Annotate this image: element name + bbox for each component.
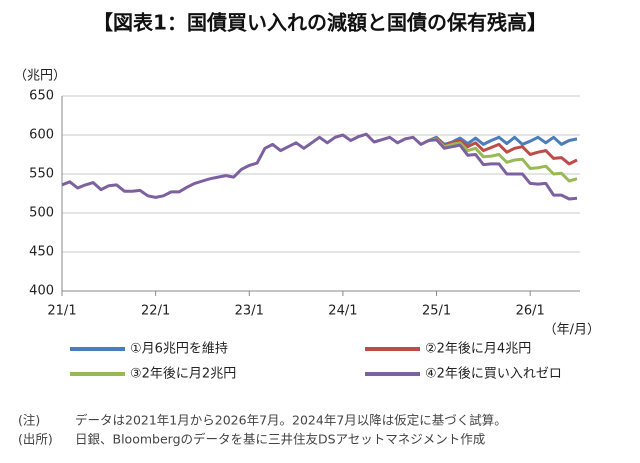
legend-label: ④2年後に買い入れゼロ <box>425 367 562 382</box>
series-line <box>428 136 578 166</box>
x-tick-label: 25/1 <box>422 304 451 319</box>
x-tick-label: 24/1 <box>328 304 357 319</box>
x-unit: （年/月） <box>544 323 600 338</box>
note-label: (注) <box>18 413 40 428</box>
x-tick-label: 23/1 <box>235 304 264 319</box>
series-line <box>61 132 578 201</box>
series-line <box>428 137 578 183</box>
y-tick-label: 500 <box>29 206 54 221</box>
x-tick-label: 22/1 <box>141 304 170 319</box>
note-text: 日銀、Bloombergのデータを基に三井住友DSアセットマネジメント作成 <box>75 432 485 447</box>
y-tick-label: 450 <box>29 245 54 260</box>
y-unit: （兆円） <box>14 69 66 84</box>
y-tick-label: 550 <box>29 167 54 182</box>
x-tick-label: 21/1 <box>47 304 76 319</box>
y-tick-label: 600 <box>29 128 54 143</box>
x-tick-label: 26/1 <box>516 304 545 319</box>
legend-label: ①月6兆円を維持 <box>130 342 228 357</box>
legend-label: ③2年後に月2兆円 <box>130 367 236 382</box>
note-label: (出所) <box>18 432 53 447</box>
note-text: データは2021年1月から2026年7月。2024年7月以降は仮定に基づく試算。 <box>75 413 507 428</box>
y-tick-label: 650 <box>29 89 54 104</box>
y-tick-label: 400 <box>29 284 54 299</box>
legend-label: ②2年後に月4兆円 <box>425 342 531 357</box>
chart-title: 【図表1：国債買い入れの減額と国債の保有残高】 <box>93 11 547 35</box>
